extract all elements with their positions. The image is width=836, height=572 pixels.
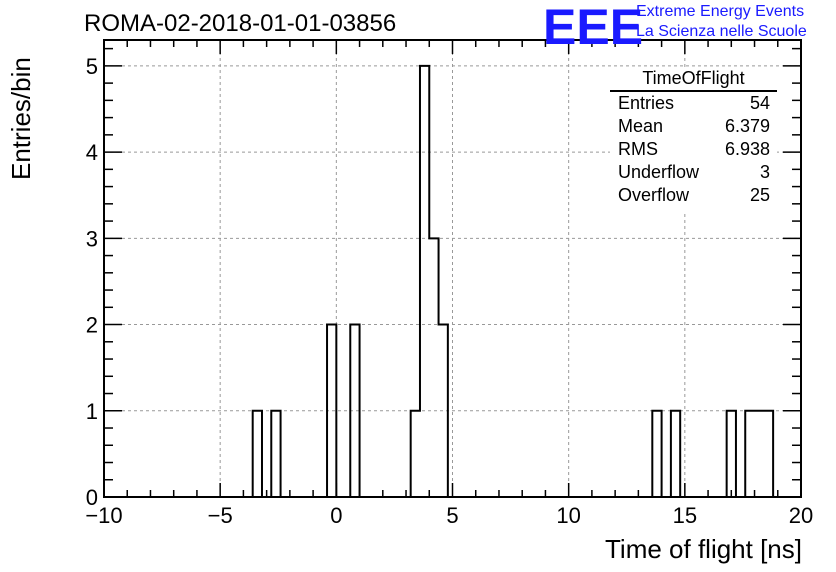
stats-row-rms: RMS 6.938 [618,138,770,161]
stats-value: 6.379 [724,116,770,136]
logo-line-2: La Scienza nelle Scuole [636,23,807,40]
stats-label: Underflow [618,162,700,182]
stats-value: 6.938 [724,139,770,159]
y-tick-label: 4 [86,140,98,165]
y-axis-label: Entries/bin [6,57,36,180]
x-axis-label: Time of flight [ns] [605,534,802,564]
x-tick-label: 0 [330,503,342,528]
x-tick-label: 10 [556,503,580,528]
stats-row-overflow: Overflow 25 [618,184,770,207]
plot-frame [103,39,802,498]
y-tick-label: 5 [86,54,98,79]
stats-value: 25 [749,185,770,205]
eee-logo: EEE [543,0,644,55]
stats-title: TimeOfFlight [610,67,777,92]
x-tick-label: 20 [789,503,813,528]
stats-value: 3 [759,162,770,182]
y-tick-label: 1 [86,399,98,424]
y-tick-label: 3 [86,226,98,251]
x-tick-label: 15 [673,503,697,528]
axis-ticks [103,40,802,498]
logo-caption: Extreme Energy Events La Scienza nelle S… [636,2,807,42]
stats-box: TimeOfFlight Entries 54 Mean 6.379 RMS 6… [610,67,777,211]
stats-row-mean: Mean 6.379 [618,115,770,138]
x-tick-label: −10 [85,503,122,528]
y-tick-label: 0 [86,485,98,510]
stats-label: Overflow [618,185,690,205]
stats-row-entries: Entries 54 [618,92,770,115]
logo-line-1: Extreme Energy Events [636,3,805,20]
stats-label: Mean [618,116,664,136]
x-tick-label: −5 [208,503,233,528]
histogram-outline [251,64,775,497]
chart-title: ROMA-02-2018-01-01-03856 [84,10,397,37]
x-tick-label: 5 [446,503,458,528]
stats-label: RMS [618,139,658,159]
tick-labels: −10 −5 0 5 10 15 20 0 1 2 3 4 5 [85,54,813,528]
stats-value: 54 [749,93,770,113]
y-tick-label: 2 [86,313,98,338]
stats-row-underflow: Underflow 3 [618,161,770,184]
stats-label: Entries [618,93,675,113]
